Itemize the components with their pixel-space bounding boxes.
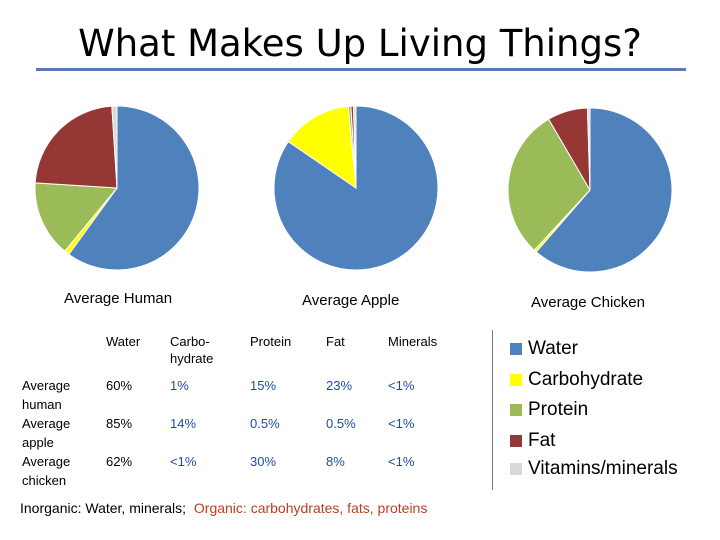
legend-item-carbohydrate: Carbohydrate <box>510 369 643 391</box>
table-cell-carbohydrate: 14% <box>170 416 197 431</box>
row-label-line1: Average <box>22 378 71 393</box>
table-header-carbo-line1: Carbo- <box>170 334 210 349</box>
row-label-line2: human <box>22 397 62 412</box>
row-label-line2: apple <box>22 435 54 450</box>
pie-slice-average-apple-minerals <box>352 105 357 189</box>
legend-label-water: Water <box>528 338 578 359</box>
legend-swatch-protein <box>510 404 522 416</box>
legend-label-protein: Protein <box>528 399 589 420</box>
page-title: What Makes Up Living Things? <box>78 22 642 65</box>
legend-swatch-carbohydrate <box>510 374 522 386</box>
table-cell-protein: 15% <box>250 378 277 393</box>
pie-slice-average-human-water <box>68 105 200 271</box>
legend-swatch-water <box>510 343 522 355</box>
table-row-label: Average apple <box>22 414 106 452</box>
legend-swatch-fat <box>510 435 522 447</box>
legend-divider <box>492 330 493 490</box>
table-row: Average apple 85% 14% 0.5% 0.5% <1% <box>22 414 488 452</box>
table-header-minerals: Minerals <box>388 334 438 349</box>
pie-label-human: Average Human <box>64 290 173 307</box>
table-header-protein: Protein <box>250 334 292 349</box>
table-cell-water: 62% <box>106 454 133 469</box>
table-cell-minerals: <1% <box>388 416 415 431</box>
table-row-label: Average chicken <box>22 452 106 490</box>
chart-legend: Water Carbohydrate Protein Fat Vitamins/… <box>492 330 697 490</box>
pie-slice-average-chicken-protein <box>507 118 591 251</box>
legend-item-protein: Protein <box>510 399 588 421</box>
table-cell-fat: 0.5% <box>326 416 356 431</box>
table-cell-protein: 30% <box>250 454 277 469</box>
row-label-line2: chicken <box>22 473 67 488</box>
table-cell-water: 60% <box>106 378 133 393</box>
pie-slice-average-apple-carbohydrate <box>287 105 357 190</box>
footer-note: Inorganic: Water, minerals; Organic: car… <box>20 500 427 516</box>
title-underline <box>36 68 686 71</box>
table-cell-carbohydrate: 1% <box>170 378 189 393</box>
table-cell-fat: 23% <box>326 378 353 393</box>
table-header-carbohydrate: Carbo- hydrate <box>170 325 250 367</box>
pie-label-apple: Average Apple <box>302 292 400 309</box>
legend-label-carbohydrate: Carbohydrate <box>528 369 644 390</box>
table-header-water: Water <box>106 334 141 349</box>
table-header-row: Water Carbo- hydrate Protein Fat Mineral… <box>22 325 488 367</box>
legend-item-minerals: Vitamins/minerals <box>510 458 678 480</box>
table-cell-carbohydrate: <1% <box>170 454 197 469</box>
table-header-fat: Fat <box>326 334 345 349</box>
table-row: Average chicken 62% <1% 30% 8% <1% <box>22 452 488 490</box>
legend-swatch-minerals <box>510 463 522 475</box>
table-header-carbo-line2: hydrate <box>170 351 214 366</box>
pie-slice-average-chicken-minerals <box>586 107 591 191</box>
pie-charts <box>34 105 673 273</box>
table-cell-minerals: <1% <box>388 454 415 469</box>
table-cell-protein: 0.5% <box>250 416 280 431</box>
table-corner <box>22 325 106 367</box>
legend-item-fat: Fat <box>510 430 555 452</box>
pie-slice-average-chicken-water <box>535 107 673 273</box>
pie-slice-average-human-fat <box>34 105 118 189</box>
table-row: Average human 60% 1% 15% 23% <1% <box>22 367 488 414</box>
table-cell-minerals: <1% <box>388 378 415 393</box>
row-label-line1: Average <box>22 454 71 469</box>
table-cell-fat: 8% <box>326 454 345 469</box>
footer-inorganic: Inorganic: Water, minerals; <box>20 500 186 516</box>
footer-organic: Organic: carbohydrates, fats, proteins <box>193 500 428 516</box>
composition-table: Water Carbo- hydrate Protein Fat Mineral… <box>22 325 488 490</box>
legend-label-fat: Fat <box>528 430 556 451</box>
row-label-line1: Average <box>22 416 71 431</box>
pie-slice-average-human-protein <box>34 182 119 252</box>
table-row-label: Average human <box>22 367 106 414</box>
pie-slice-average-human-minerals <box>111 105 118 189</box>
legend-item-water: Water <box>510 338 578 360</box>
legend-label-minerals: Vitamins/minerals <box>528 458 678 479</box>
table-cell-water: 85% <box>106 416 133 431</box>
pie-label-chicken: Average Chicken <box>531 294 645 311</box>
